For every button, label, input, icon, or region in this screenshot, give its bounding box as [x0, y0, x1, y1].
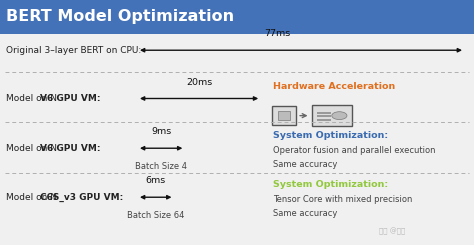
Text: Model on N: Model on N	[6, 144, 57, 153]
Text: C6S_v3 GPU VM:: C6S_v3 GPU VM:	[40, 193, 123, 202]
Text: 77ms: 77ms	[264, 29, 291, 38]
Bar	[278, 111, 290, 120]
Text: Original 3–layer BERT on CPU:: Original 3–layer BERT on CPU:	[6, 46, 141, 55]
Bar	[317, 115, 331, 117]
Text: 知乎 @晨萆: 知乎 @晨萆	[379, 228, 405, 235]
Text: 20ms: 20ms	[186, 78, 212, 87]
Bar	[317, 119, 331, 121]
Text: V6 GPU VM:: V6 GPU VM:	[40, 144, 100, 153]
Text: BERT Model Optimization: BERT Model Optimization	[6, 9, 234, 24]
Text: Same accuracy: Same accuracy	[273, 160, 337, 169]
Circle shape	[332, 112, 347, 120]
Text: Hardware Acceleration: Hardware Acceleration	[273, 82, 395, 91]
Text: Operator fusion and parallel execution: Operator fusion and parallel execution	[273, 146, 435, 155]
Text: 6ms: 6ms	[146, 176, 165, 185]
Bar	[0, 0, 474, 34]
Bar	[317, 112, 331, 114]
FancyBboxPatch shape	[312, 105, 352, 126]
Text: Tensor Core with mixed precision: Tensor Core with mixed precision	[273, 195, 412, 204]
Text: Batch Size 64: Batch Size 64	[127, 211, 184, 220]
Text: 9ms: 9ms	[151, 127, 171, 136]
Text: Same accuracy: Same accuracy	[273, 209, 337, 218]
Text: Model on N: Model on N	[6, 193, 57, 202]
Text: Model on N: Model on N	[6, 94, 57, 103]
FancyBboxPatch shape	[272, 106, 296, 125]
Text: V6 GPU VM:: V6 GPU VM:	[40, 94, 100, 103]
Text: Batch Size 4: Batch Size 4	[135, 162, 187, 171]
Text: System Optimization:: System Optimization:	[273, 132, 388, 140]
Text: System Optimization:: System Optimization:	[273, 181, 388, 189]
